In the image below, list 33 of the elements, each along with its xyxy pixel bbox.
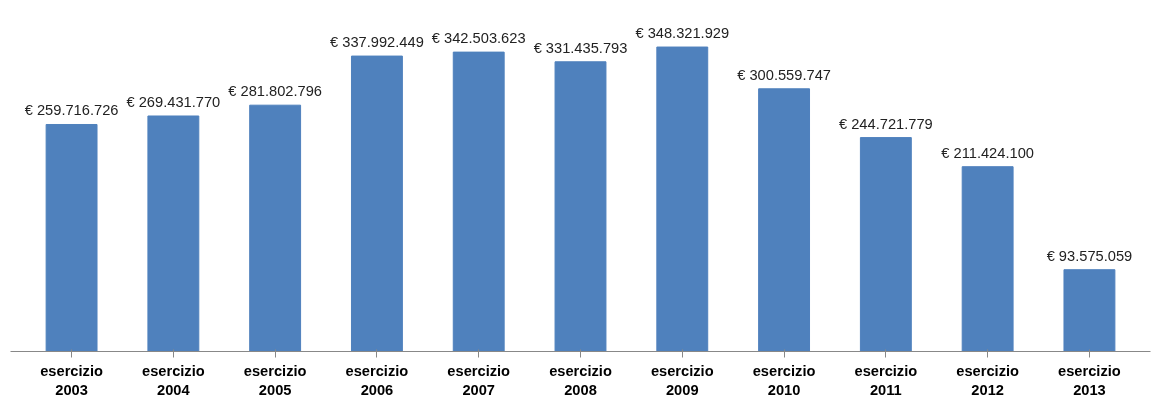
x-tick-label: esercizio 2013 (1058, 362, 1121, 398)
data-label: € 93.575.059 (1046, 247, 1133, 264)
data-label: € 244.721.779 (838, 115, 933, 132)
bar (859, 137, 912, 352)
x-tick-label: esercizio 2011 (854, 362, 918, 398)
bar (147, 115, 200, 352)
x-tick-label: esercizio 2010 (752, 362, 816, 398)
bar (656, 46, 709, 352)
data-label: € 211.424.100 (941, 144, 1034, 161)
x-tick-label: esercizio 2005 (243, 362, 307, 398)
data-label: € 281.802.796 (228, 83, 323, 100)
bar (45, 123, 98, 352)
data-label: € 337.992.449 (330, 34, 424, 51)
data-label: € 269.431.770 (126, 93, 221, 110)
x-tick-label: esercizio 2007 (447, 362, 511, 398)
x-tick-label: esercizio 2012 (956, 362, 1020, 398)
data-label: € 259.716.726 (24, 102, 119, 119)
x-tick-label: esercizio 2008 (549, 362, 612, 398)
bar (961, 166, 1014, 352)
bar (554, 61, 607, 352)
x-tick-label: esercizio 2004 (141, 362, 205, 398)
bar (249, 104, 302, 352)
x-tick-label: esercizio 2003 (40, 362, 103, 398)
bar (350, 55, 403, 352)
bar (1063, 269, 1116, 352)
x-tick-label: esercizio 2009 (650, 362, 714, 398)
x-tick-label: esercizio 2006 (345, 362, 409, 398)
bar (452, 51, 505, 352)
data-label: € 331.435.793 (533, 39, 628, 56)
data-label: € 300.559.747 (737, 66, 831, 83)
data-label: € 342.503.623 (431, 30, 526, 47)
bar (758, 88, 811, 352)
data-label: € 348.321.929 (635, 25, 730, 42)
